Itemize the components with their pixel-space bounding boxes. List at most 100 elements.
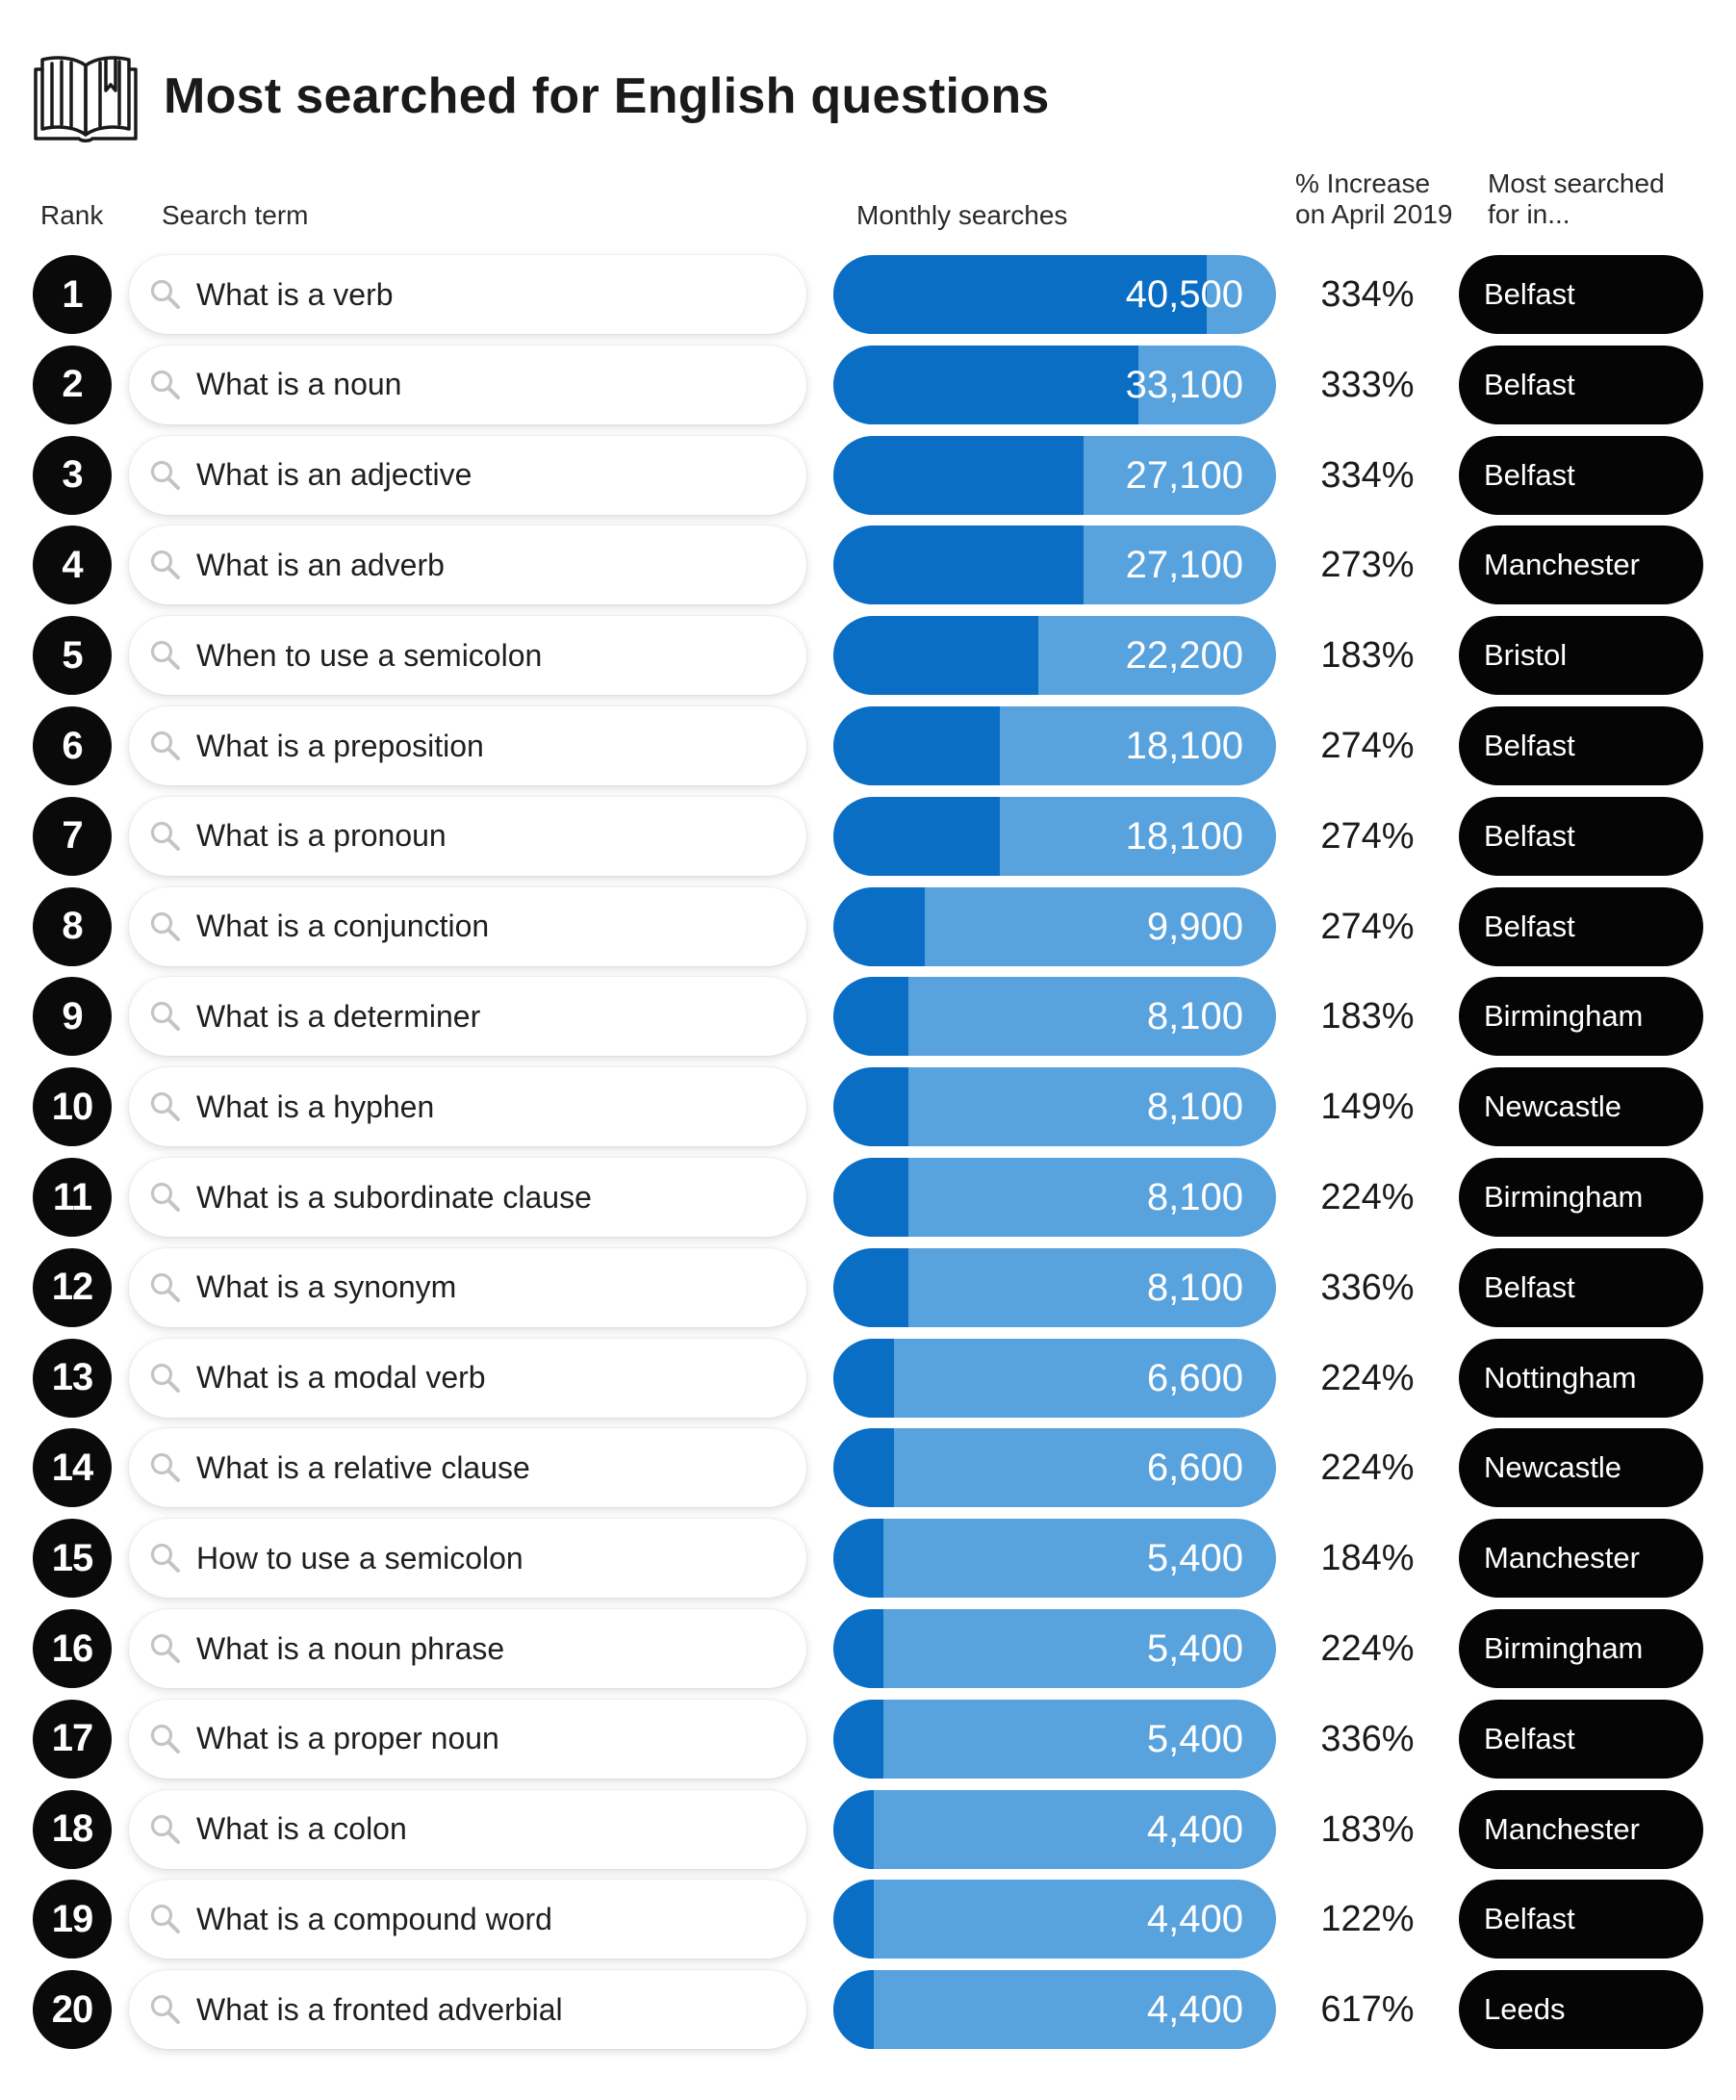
bar-value-label: 18,100	[1125, 814, 1243, 858]
search-volume-bar: 8,100	[833, 1247, 1276, 1327]
bar-value-label: 27,100	[1125, 544, 1243, 587]
city-pill: Newcastle	[1459, 1428, 1703, 1508]
table-row: 12 What is a synonym 8,100 336% Belfast	[0, 1247, 1736, 1327]
search-volume-bar: 6,600	[833, 1428, 1276, 1508]
bar-fill	[833, 525, 1084, 605]
magnifier-icon	[150, 1724, 180, 1754]
bar-value-label: 4,400	[1146, 1807, 1243, 1851]
rank-badge: 13	[33, 1338, 112, 1418]
rank-badge: 10	[33, 1067, 112, 1147]
search-volume-bar: 6,600	[833, 1338, 1276, 1418]
search-volume-bar: 4,400	[833, 1880, 1276, 1959]
city-pill: Manchester	[1459, 1789, 1703, 1869]
bar-value-label: 4,400	[1146, 1988, 1243, 2032]
rank-badge: 5	[33, 616, 112, 696]
bar-value-label: 8,100	[1146, 995, 1243, 1038]
increase-percent: 183%	[1320, 635, 1415, 677]
city-pill: Belfast	[1459, 435, 1703, 515]
bar-fill	[833, 1699, 883, 1779]
bar-value-label: 6,600	[1146, 1356, 1243, 1399]
table-row: 18 What is a colon 4,400 183% Manchester	[0, 1789, 1736, 1869]
col-header-increase-line1: % Increase	[1295, 168, 1431, 198]
bar-fill	[833, 886, 925, 966]
search-term: What is a determiner	[196, 998, 481, 1034]
rank-badge: 8	[33, 886, 112, 966]
increase-percent: 224%	[1320, 1447, 1415, 1489]
increase-percent: 224%	[1320, 1357, 1415, 1398]
table-row: 16 What is a noun phrase 5,400 224% Birmingh…	[0, 1609, 1736, 1688]
page-title: Most searched for English questions	[164, 68, 1050, 124]
table-row: 17 What is a proper noun 5,400 336% Belfast	[0, 1699, 1736, 1779]
increase-percent: 273%	[1320, 545, 1415, 586]
bar-fill	[833, 1428, 894, 1508]
table-row: 11 What is a subordinate clause 8,100 224% B…	[0, 1158, 1736, 1237]
bar-value-label: 33,100	[1125, 363, 1243, 406]
table-row: 14 What is a relative clause 6,600 224% Newc…	[0, 1428, 1736, 1508]
magnifier-icon	[150, 821, 180, 851]
rank-badge: 3	[33, 435, 112, 515]
search-term-box: What is a proper noun	[129, 1699, 806, 1779]
rank-badge: 15	[33, 1519, 112, 1599]
increase-percent: 336%	[1320, 1718, 1415, 1759]
table-row: 4 What is an adverb 27,100 273% Manchester	[0, 525, 1736, 605]
search-volume-bar: 18,100	[833, 796, 1276, 876]
magnifier-icon	[150, 1544, 180, 1574]
bar-fill	[833, 706, 1000, 785]
search-term: What is a preposition	[196, 728, 484, 763]
bar-value-label: 8,100	[1146, 1176, 1243, 1218]
increase-percent: 183%	[1320, 1808, 1415, 1850]
header: Most searched for English questions	[33, 48, 1050, 144]
search-term-box: What is a synonym	[129, 1247, 806, 1327]
increase-percent: 122%	[1320, 1899, 1415, 1940]
table-row: 15 How to use a semicolon 5,400 184% Manches…	[0, 1519, 1736, 1599]
bar-fill	[833, 1970, 874, 2050]
table-row: 3 What is an adjective 27,100 334% Belfast	[0, 435, 1736, 515]
city-pill: Nottingham	[1459, 1338, 1703, 1418]
rank-badge: 18	[33, 1789, 112, 1869]
bar-value-label: 6,600	[1146, 1447, 1243, 1490]
rank-badge: 7	[33, 796, 112, 876]
col-header-searches: Monthly searches	[856, 200, 1068, 230]
bar-value-label: 22,200	[1125, 634, 1243, 678]
table-row: 2 What is a noun 33,100 333% Belfast	[0, 345, 1736, 424]
city-pill: Birmingham	[1459, 1158, 1703, 1237]
search-term: What is a relative clause	[196, 1449, 530, 1485]
rank-badge: 14	[33, 1428, 112, 1508]
table-row: 5 When to use a semicolon 22,200 183% Bristo…	[0, 616, 1736, 696]
city-pill: Birmingham	[1459, 1609, 1703, 1688]
city-pill: Leeds	[1459, 1970, 1703, 2050]
bar-value-label: 5,400	[1146, 1627, 1243, 1670]
magnifier-icon	[150, 1092, 180, 1122]
increase-percent: 224%	[1320, 1628, 1415, 1669]
bar-value-label: 27,100	[1125, 453, 1243, 497]
bar-value-label: 18,100	[1125, 725, 1243, 767]
search-volume-bar: 40,500	[833, 255, 1276, 334]
search-volume-bar: 4,400	[833, 1970, 1276, 2050]
magnifier-icon	[150, 551, 180, 580]
magnifier-icon	[150, 1633, 180, 1663]
search-term: What is a noun	[196, 367, 402, 402]
bar-value-label: 5,400	[1146, 1537, 1243, 1580]
search-volume-bar: 8,100	[833, 1067, 1276, 1147]
search-term: What is a modal verb	[196, 1360, 486, 1396]
bar-value-label: 8,100	[1146, 1266, 1243, 1309]
magnifier-icon	[150, 370, 180, 399]
search-volume-bar: 8,100	[833, 1158, 1276, 1237]
col-header-location-line2: for in...	[1488, 199, 1570, 229]
search-term: What is a fronted adverbial	[196, 1991, 563, 2027]
magnifier-icon	[150, 1002, 180, 1032]
search-term-box: What is a hyphen	[129, 1067, 806, 1147]
bar-fill	[833, 435, 1084, 515]
search-term: What is an adverb	[196, 547, 445, 582]
increase-percent: 184%	[1320, 1538, 1415, 1579]
bar-fill	[833, 1519, 883, 1599]
increase-percent: 334%	[1320, 274, 1415, 315]
search-term-box: What is a colon	[129, 1789, 806, 1869]
bar-value-label: 9,900	[1146, 905, 1243, 948]
search-term: What is a noun phrase	[196, 1630, 505, 1666]
city-pill: Birmingham	[1459, 977, 1703, 1057]
increase-percent: 274%	[1320, 906, 1415, 947]
rank-badge: 4	[33, 525, 112, 605]
search-term-box: How to use a semicolon	[129, 1519, 806, 1599]
search-term-box: What is a relative clause	[129, 1428, 806, 1508]
